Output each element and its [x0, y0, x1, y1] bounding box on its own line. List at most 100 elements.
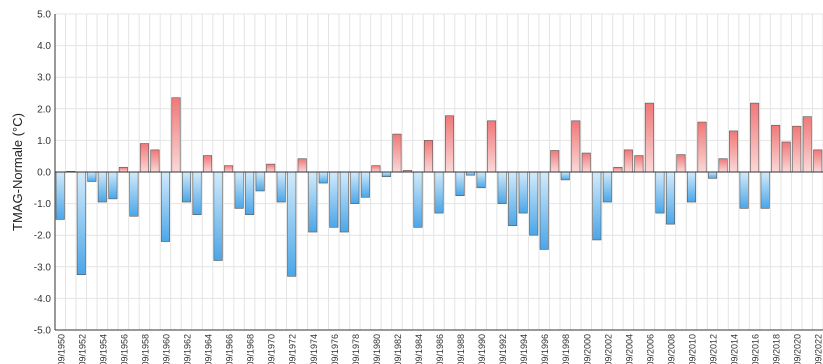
x-tick-label: 09/1990 [477, 334, 487, 364]
x-tick-label: 09/1968 [246, 334, 256, 364]
x-tick-label: 09/1984 [414, 334, 424, 364]
x-tick-label: 09/1980 [372, 334, 382, 364]
x-tick-labels: 09/1950 09/1952 09/1954 09/1956 09/1958 09/19… [56, 334, 823, 364]
x-tick-label: 09/2018 [772, 334, 782, 364]
bar-09/1953 [87, 171, 97, 182]
bar-09/1990 [476, 171, 486, 189]
bar-09/2016 [750, 102, 760, 173]
bar-09/2007 [655, 171, 665, 214]
x-tick-label: 09/1964 [204, 334, 214, 364]
bar-09/1959 [150, 149, 160, 173]
x-tick-label: 09/2006 [645, 334, 655, 364]
bar-09/1977 [339, 171, 349, 233]
bar-09/1979 [360, 171, 370, 198]
x-tick-label: 09/2020 [793, 334, 803, 364]
x-tick-label: 09/1978 [351, 334, 361, 364]
x-tick-label: 09/1970 [267, 334, 277, 364]
bar-09/1968 [245, 171, 255, 215]
x-tick-label: 09/1986 [435, 334, 445, 364]
bar-09/1972 [287, 171, 297, 277]
y-tick-label: 1.0 [37, 136, 51, 147]
x-tick-label: 09/1982 [393, 334, 403, 364]
bar-09/1992 [497, 171, 507, 204]
bar-09/2001 [592, 171, 602, 241]
bar-09/1973 [297, 158, 307, 173]
bars [55, 97, 823, 277]
y-tick-label: 0.0 [37, 168, 51, 179]
bar-09/1997 [550, 150, 560, 173]
x-tick-label: 09/1994 [519, 334, 529, 364]
bar-09/1988 [455, 171, 465, 197]
bar-09/1981 [381, 171, 391, 178]
bar-09/1991 [487, 120, 497, 173]
bar-09/2012 [708, 171, 718, 179]
bar-09/1963 [192, 171, 202, 215]
axes [54, 14, 823, 331]
bar-09/1976 [329, 171, 339, 228]
bar-09/1984 [413, 171, 423, 228]
x-tick-label: 09/1992 [498, 334, 508, 364]
x-tick-label: 09/1974 [309, 334, 319, 364]
x-tick-label: 09/1956 [119, 334, 129, 364]
bar-09/1974 [308, 171, 318, 233]
bar-09/1971 [276, 171, 286, 203]
bar-09/1964 [203, 155, 213, 173]
x-tick-label: 09/1958 [140, 334, 150, 364]
x-tick-label: 09/2008 [667, 334, 677, 364]
x-tick-label: 09/1962 [183, 334, 193, 364]
x-tick-label: 09/2002 [603, 334, 613, 364]
bar-09/2009 [676, 154, 686, 173]
bar-09/1966 [224, 165, 234, 173]
bar-09/2002 [602, 171, 612, 203]
bar-09/1993 [508, 171, 518, 227]
x-tick-label: 09/2016 [751, 334, 761, 364]
bar-09/2000 [581, 152, 591, 173]
bar-09/1978 [350, 171, 360, 204]
bar-09/1975 [318, 171, 328, 184]
y-tick-label: -1.0 [34, 199, 52, 210]
y-tick-label: 4.0 [37, 41, 51, 52]
y-tick-labels: 5.0 4.0 3.0 2.0 1.0 0.0 -1.0 -2.0 -3.0 -4.0 -5.0 [34, 10, 52, 337]
x-tick-label: 09/2012 [709, 334, 719, 364]
y-tick-label: -4.0 [34, 294, 52, 305]
y-tick-label: 5.0 [37, 10, 51, 21]
x-tick-label: 09/1966 [225, 334, 235, 364]
x-tick-label: 09/1950 [56, 334, 66, 364]
x-tick-label: 09/1976 [330, 334, 340, 364]
bar-09/2020 [792, 125, 802, 173]
x-tick-label: 09/2004 [624, 334, 634, 364]
bar-09/2013 [718, 158, 728, 173]
y-axis-label: TMAG-Normale (°C) [10, 113, 25, 231]
x-tick-label: 09/2022 [814, 334, 823, 364]
x-tick-label: 09/2014 [730, 334, 740, 364]
bar-09/2022 [813, 149, 823, 173]
bar-09/2004 [623, 149, 633, 173]
bar-09/1970 [266, 163, 276, 173]
bar-09/1952 [76, 171, 86, 275]
bar-09/1985 [423, 140, 433, 173]
bar-09/1955 [108, 171, 118, 200]
x-tick-label: 09/2010 [688, 334, 698, 364]
x-tick-label: 09/1996 [540, 334, 550, 364]
bar-09/1982 [392, 133, 402, 173]
bar-09/2015 [739, 171, 749, 209]
bar-09/1980 [371, 165, 381, 173]
bar-09/2010 [686, 171, 697, 203]
bar-09/2006 [644, 102, 654, 173]
bar-09/2008 [665, 171, 675, 225]
bar-09/1969 [255, 171, 265, 192]
bar-09/1957 [129, 171, 139, 217]
bar-09/1994 [518, 171, 528, 214]
x-tick-label: 09/1988 [456, 334, 466, 364]
y-tick-label: 3.0 [37, 73, 51, 84]
bar-09/1960 [160, 171, 170, 242]
bar-09/1950 [55, 171, 65, 220]
y-tick-label: -5.0 [34, 326, 52, 337]
x-tick-label: 09/1952 [77, 334, 87, 364]
bar-09/1995 [529, 171, 539, 236]
x-tick-label: 09/2000 [582, 334, 592, 364]
bar-09/1999 [571, 120, 581, 173]
x-tick-label: 09/1954 [98, 334, 108, 364]
bar-09/2017 [760, 171, 770, 209]
